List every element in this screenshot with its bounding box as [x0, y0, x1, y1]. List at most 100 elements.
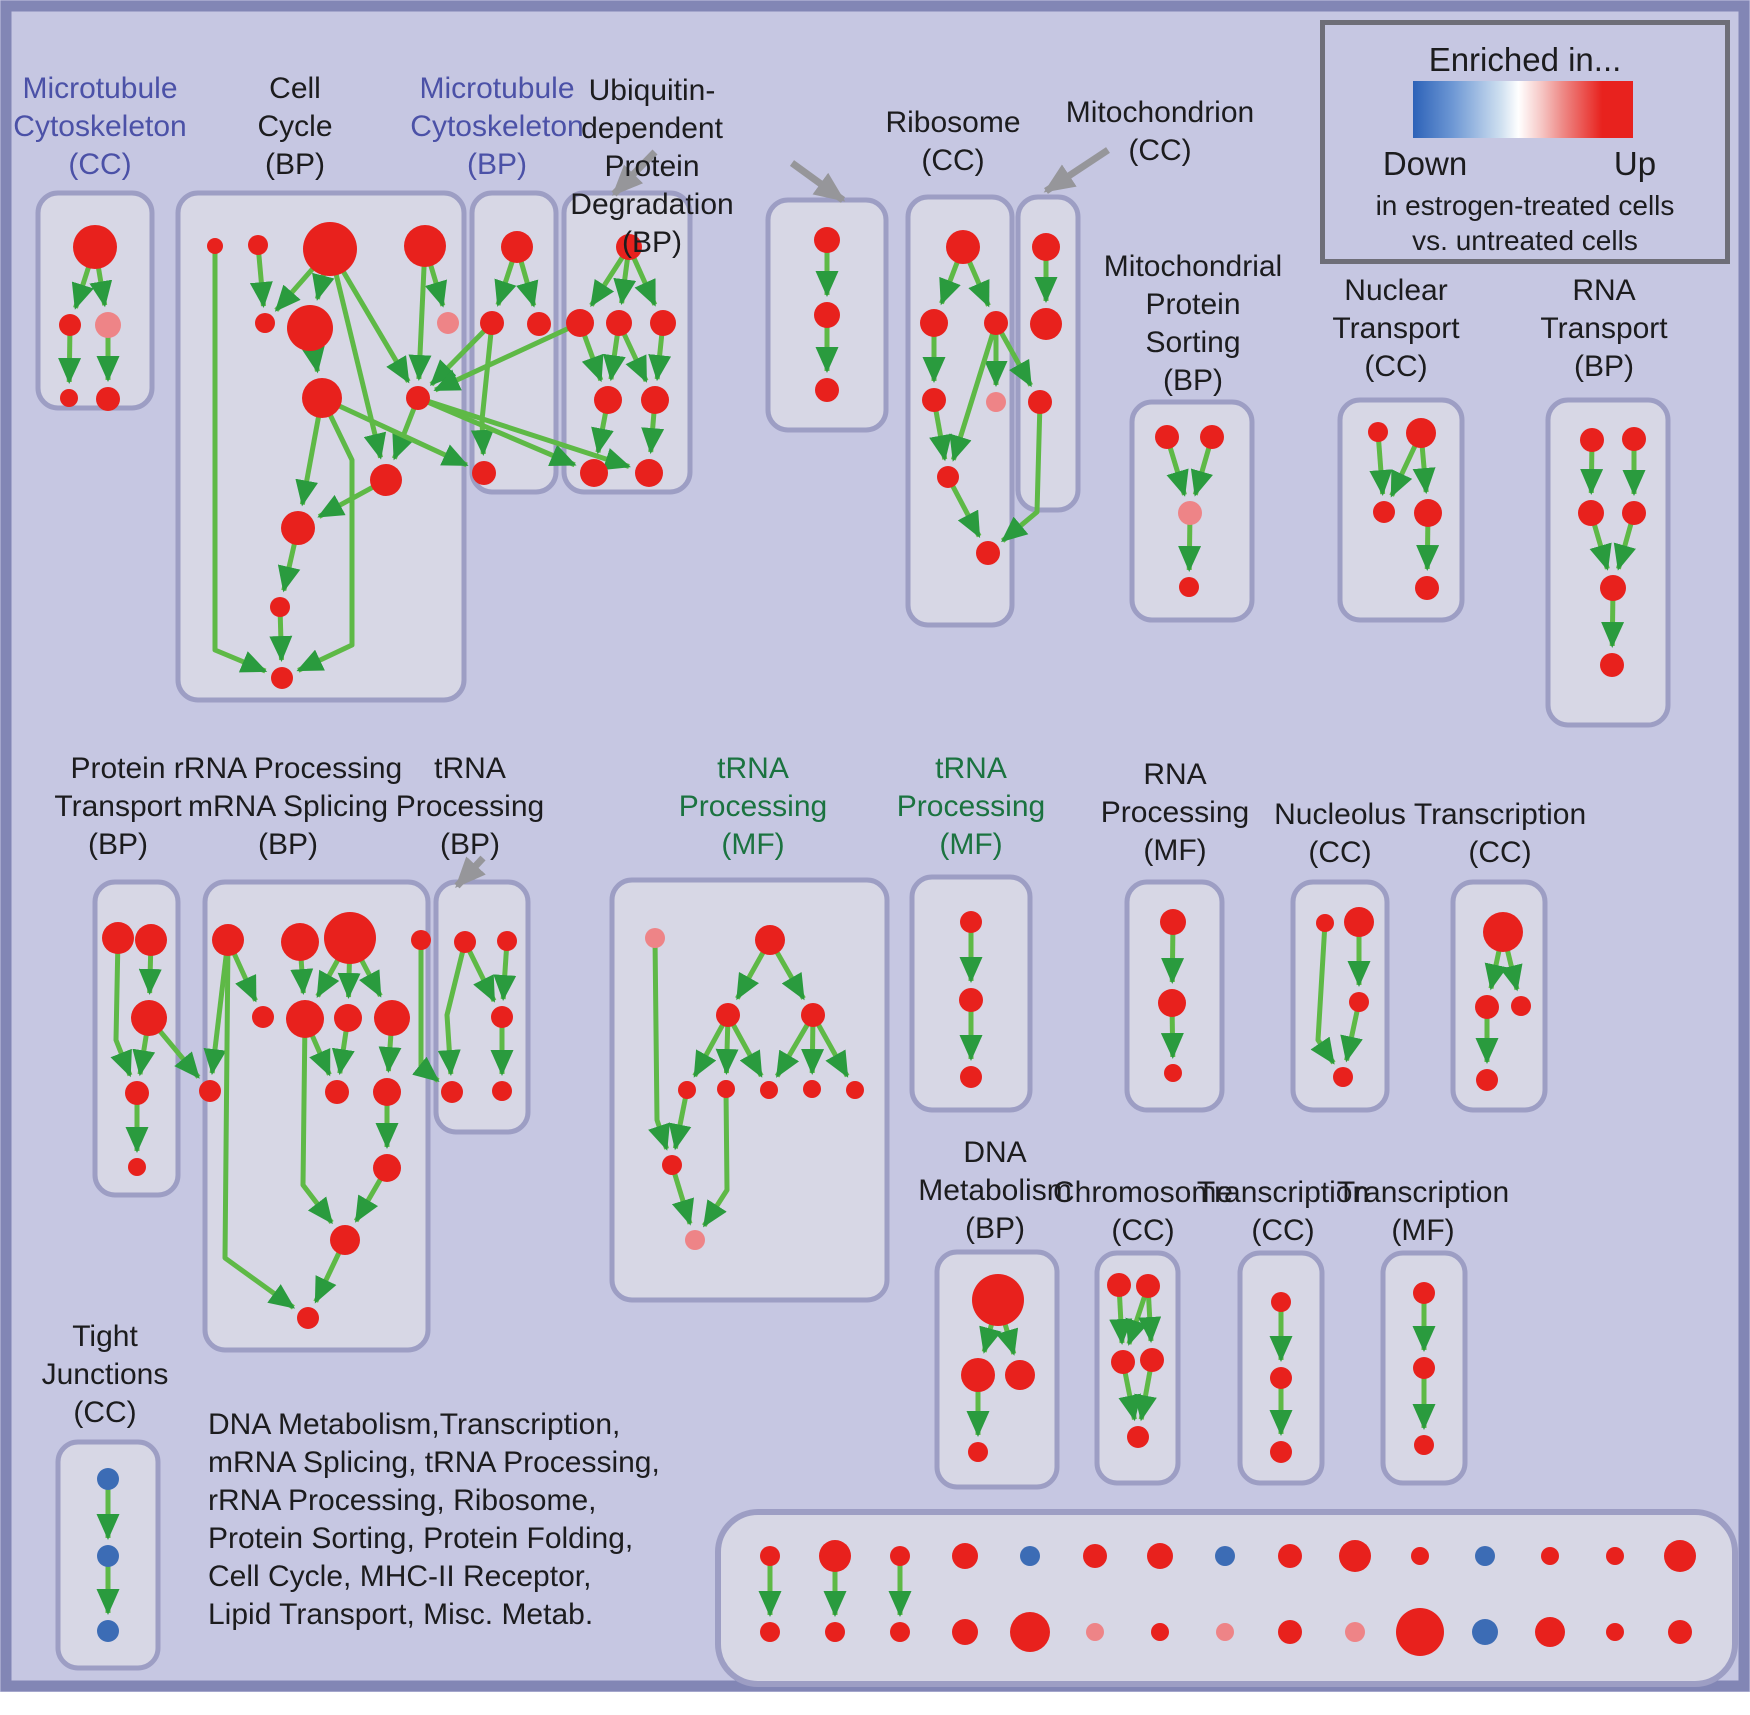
node-rna-processing-mf-y1: [1160, 909, 1186, 935]
node-nucleolus-B: [1344, 907, 1374, 937]
edge-trna-mf-1-s2-bp: [702, 1088, 730, 1228]
edge-trna-mf-1-s1-na: [668, 1089, 692, 1151]
node-nuclear-transport-bot: [1415, 576, 1439, 600]
bottom-panel-bottom-node-1: [760, 1622, 780, 1642]
edge-trna-mf-1-pk-na: [648, 937, 670, 1151]
node-trna-mf-1-pk: [645, 928, 665, 948]
cross-edge-cell-cycle.n9-ubiquitin-1.g: [417, 395, 631, 471]
node-dna-metabolism-bot: [968, 1442, 988, 1462]
legend-title: Enriched in...: [1428, 41, 1622, 78]
node-rrna-mrna-a: [212, 924, 244, 956]
node-rrna-mrna-c: [324, 912, 376, 964]
legend-gradient-bar: [1413, 81, 1633, 138]
node-rna-processing-mf-y3: [1164, 1064, 1182, 1082]
cluster-box-nuclear-transport: [1337, 397, 1465, 623]
cross-edge-cell-cycle.n8-microtubule-bp.b: [320, 395, 469, 468]
node-transcription-mf-w2: [1413, 1357, 1435, 1379]
node-microtubule-cc-A: [73, 225, 117, 269]
cross-edge-mitochondrion.b-ribosome.bot: [1000, 401, 1043, 543]
node-trna-mf-1-s1: [678, 1081, 696, 1099]
node-rrna-mrna-rb: [199, 1080, 221, 1102]
node-transcription-cc-1-B: [1483, 912, 1523, 952]
cluster-box-mitochondrion: [1015, 194, 1081, 513]
edge-nucleolus-s-bot: [1310, 922, 1336, 1065]
cluster-box-rrna-mrna: [202, 879, 431, 1353]
node-trna-mf-1-c1: [716, 1003, 740, 1027]
pointer-arrow-2: [789, 160, 846, 203]
node-transcription-mf-w3: [1414, 1435, 1434, 1455]
node-trna-mf-1-s4: [803, 1080, 821, 1098]
cluster-box-chromosome: [1094, 1250, 1181, 1486]
bottom-panel-bottom-node-7: [1151, 1623, 1169, 1641]
node-cell-cycle-n6: [287, 305, 333, 351]
node-ubiquitin-1-e: [641, 386, 669, 414]
node-rna-transport-mid: [1600, 575, 1626, 601]
cross-edge-rrna-mrna.d-trna-bp.b1: [412, 940, 440, 1083]
node-protein-transport-t1: [102, 922, 134, 954]
bottom-panel-top-node-9: [1278, 1544, 1302, 1568]
node-cell-cycle-n9: [406, 386, 430, 410]
node-microtubule-bp-c2: [527, 312, 551, 336]
node-cell-cycle-n10: [370, 464, 402, 496]
node-protein-transport-t2: [135, 924, 167, 956]
bottom-panel-bottom-node-2: [825, 1622, 845, 1642]
bottom-panel-bottom-node-8: [1216, 1623, 1234, 1641]
node-microtubule-bp-c1: [480, 311, 504, 335]
bottom-panel-top-node-3: [890, 1546, 910, 1566]
edge-cell-cycle-n1-n13: [212, 246, 268, 674]
node-cell-cycle-n5: [255, 313, 275, 333]
node-protein-transport-bb: [128, 1158, 146, 1176]
node-microtubule-cc-D: [60, 389, 78, 407]
bottom-panel-top-node-8: [1215, 1546, 1235, 1566]
node-transcription-cc-1-bot: [1476, 1069, 1498, 1091]
node-microtubule-cc-C: [95, 312, 121, 338]
node-transcription-cc-1-r: [1511, 996, 1531, 1016]
node-ribosome-ls: [922, 388, 946, 412]
node-rna-transport-tr: [1622, 427, 1646, 451]
edge-rrna-mrna-a-fin: [222, 939, 296, 1310]
node-cell-cycle-n7: [437, 312, 459, 334]
node-trna-bp-b2: [492, 1081, 512, 1101]
node-microtubule-bp-b: [472, 461, 496, 485]
edge-rrna-mrna-f-l: [300, 1018, 334, 1225]
node-nucleolus-m: [1349, 992, 1369, 1012]
node-nuclear-transport-B: [1406, 418, 1436, 448]
node-mitochondrion-t: [1032, 233, 1060, 261]
node-trna-mf-1-T: [755, 925, 785, 955]
node-ubiquitin-1-c: [650, 310, 676, 336]
bottom-panel-top-node-14: [1606, 1547, 1624, 1565]
pointer-arrow-4: [454, 855, 486, 889]
node-rna-transport-bot: [1600, 653, 1624, 677]
node-chromosome-m2: [1140, 1348, 1164, 1372]
legend-up-label: Up: [1613, 145, 1657, 182]
cross-edge-cell-cycle.n9-ubiquitin-1.f: [417, 395, 577, 468]
node-trna-mf-1-s3: [760, 1081, 778, 1099]
edge-trna-bp-t1-b1: [437, 941, 468, 1077]
footnote-line: rRNA Processing, Ribosome,: [208, 1484, 597, 1517]
footnote-line: DNA Metabolism,Transcription,: [208, 1408, 621, 1441]
node-cell-cycle-n12: [270, 597, 290, 617]
bottom-panel-bottom-node-5: [1010, 1612, 1050, 1652]
bottom-panel-bottom-node-9: [1278, 1620, 1302, 1644]
node-nuclear-transport-s: [1368, 422, 1388, 442]
node-cell-cycle-n11: [281, 511, 315, 545]
node-trna-mf-1-na: [662, 1155, 682, 1175]
node-cell-cycle-n4: [404, 225, 446, 267]
node-rrna-mrna-g: [334, 1004, 362, 1032]
node-transcription-cc-1-l: [1475, 995, 1499, 1019]
node-transcription-mf-w1: [1413, 1282, 1435, 1304]
node-rrna-mrna-e: [252, 1006, 274, 1028]
node-rrna-mrna-j: [373, 1078, 401, 1106]
node-chromosome-b: [1127, 1426, 1149, 1448]
pointer-arrow-3: [1043, 147, 1110, 194]
node-rrna-mrna-h: [374, 1000, 410, 1036]
edge-cell-cycle-n2-n5: [249, 244, 273, 309]
node-cell-cycle-n1: [207, 238, 223, 254]
bottom-panel-top-node-5: [1020, 1546, 1040, 1566]
bottom-panel-top-node-4: [952, 1543, 978, 1569]
node-trna-mf-2-x1: [960, 911, 982, 933]
bottom-panel-bottom-node-13: [1535, 1617, 1565, 1647]
node-dna-metabolism-mr: [1005, 1360, 1035, 1390]
bottom-panel-bottom-node-15: [1668, 1620, 1692, 1644]
